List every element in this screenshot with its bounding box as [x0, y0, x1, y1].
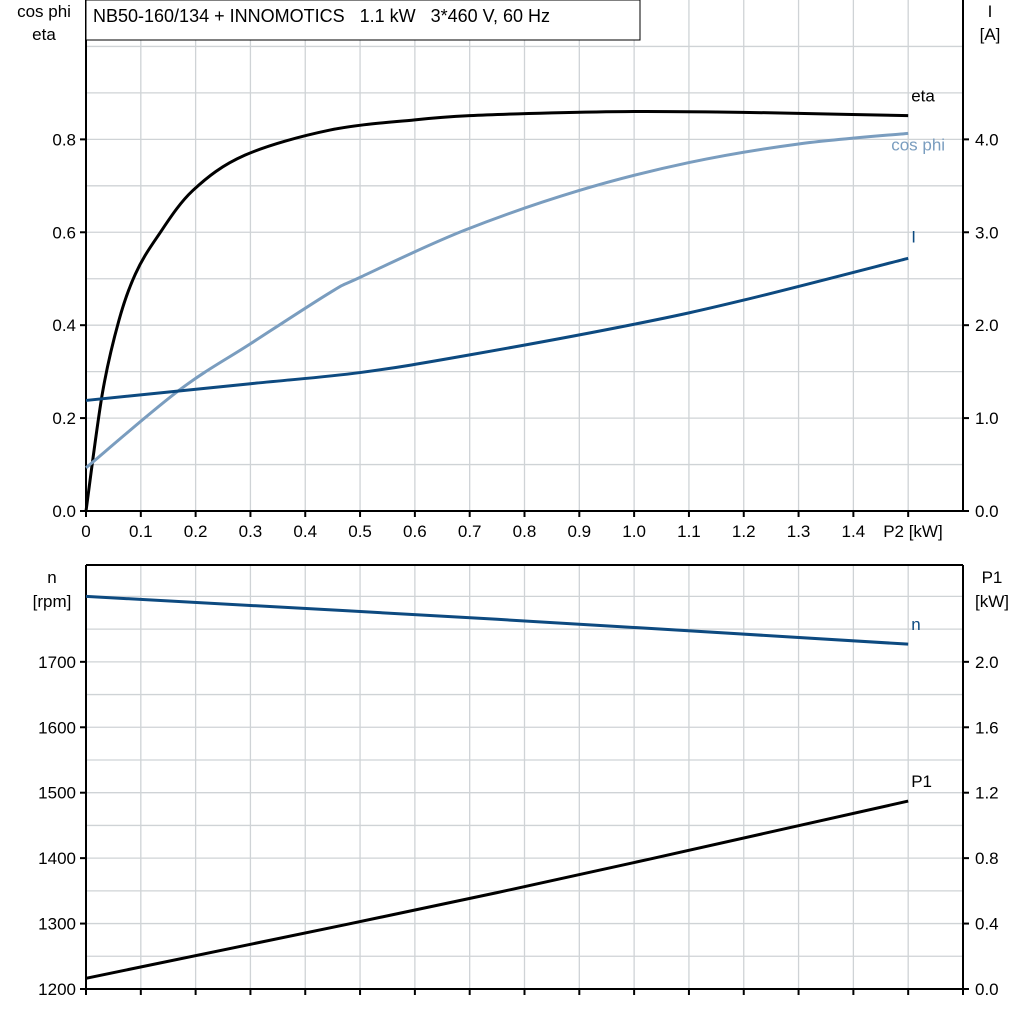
y-tick-label-left: 1500 [38, 784, 76, 803]
x-tick-label: 1.4 [842, 522, 866, 541]
series-label-n: n [911, 615, 920, 634]
x-tick-label: 0.7 [458, 522, 482, 541]
y-tick-label-left: 0.4 [52, 316, 76, 335]
x-tick-label: 1.2 [732, 522, 756, 541]
bottom-right-label-1: P1 [982, 568, 1003, 587]
x-tick-label: 0.6 [403, 522, 427, 541]
x-tick-label: P2 [kW] [883, 522, 943, 541]
top-right-label-1: I [988, 2, 993, 21]
series-label-cos-phi: cos phi [891, 135, 945, 154]
x-tick-label: 0.2 [184, 522, 208, 541]
top-left-label-1: cos phi [17, 2, 71, 21]
y-tick-label-right: 0.0 [975, 502, 999, 521]
y-tick-label-left: 1700 [38, 653, 76, 672]
x-tick-label: 0.3 [239, 522, 263, 541]
y-tick-label-left: 1400 [38, 849, 76, 868]
top-left-label-2: eta [32, 25, 56, 44]
y-tick-label-right: 2.0 [975, 316, 999, 335]
y-tick-label-right: 0.4 [975, 915, 999, 934]
title-box: NB50-160/134 + INNOMOTICS 1.1 kW 3*460 V… [85, 0, 641, 41]
y-tick-label-left: 1200 [38, 980, 76, 999]
y-tick-label-right: 2.0 [975, 653, 999, 672]
y-tick-label-left: 1600 [38, 718, 76, 737]
series-line-i [85, 256, 909, 402]
bottom-left-label-2: [rpm] [33, 592, 72, 611]
series-line-cos-phi [85, 131, 909, 469]
series-label-eta: eta [911, 87, 935, 106]
y-tick-label-left: 0.8 [52, 130, 76, 149]
series-line-eta [84, 109, 909, 512]
y-tick-label-right: 0.8 [975, 849, 999, 868]
y-tick-label-left: 0.6 [52, 223, 76, 242]
bottom-right-label-2: [kW] [975, 592, 1009, 611]
y-tick-label-left: 0.2 [52, 409, 76, 428]
y-tick-label-left: 0.0 [52, 502, 76, 521]
y-tick-label-right: 1.6 [975, 718, 999, 737]
x-tick-label: 0.4 [293, 522, 317, 541]
y-tick-label-right: 0.0 [975, 980, 999, 999]
x-tick-label: 0.8 [513, 522, 537, 541]
y-tick-label-right: 1.0 [975, 409, 999, 428]
bottom-left-label-1: n [47, 568, 56, 587]
y-tick-label-right: 3.0 [975, 223, 999, 242]
series-line-n [85, 594, 909, 646]
y-tick-label-right: 4.0 [975, 130, 999, 149]
x-tick-label: 0.9 [567, 522, 591, 541]
series-label-i: I [911, 227, 916, 246]
series-line-p1 [85, 799, 909, 980]
x-tick-label: 1.3 [787, 522, 811, 541]
chart-title: NB50-160/134 + INNOMOTICS 1.1 kW 3*460 V… [93, 6, 550, 26]
y-tick-label-left: 1300 [38, 915, 76, 934]
top-right-label-2: [A] [980, 25, 1001, 44]
x-tick-label: 0.1 [129, 522, 153, 541]
series-label-p1: P1 [911, 772, 932, 791]
x-tick-label: 1.0 [622, 522, 646, 541]
y-tick-label-right: 1.2 [975, 784, 999, 803]
x-tick-label: 1.1 [677, 522, 701, 541]
x-tick-label: 0.5 [348, 522, 372, 541]
bottom-plot: 1200 1300 1400 1500 1600 1700 0.0 0.4 0.8 1.2 1.6 2… [38, 564, 999, 999]
x-tick-label: 0 [81, 522, 90, 541]
top-plot: 0.0 0.2 0.4 0.6 0.8 0.0 1.0 2.0 3.0 4.0 0 0.1 0.2 0.3… [52, 0, 999, 541]
